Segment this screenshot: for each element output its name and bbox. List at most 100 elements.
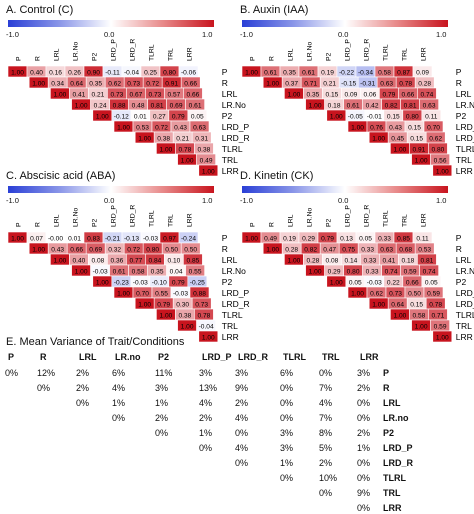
heatmap-cell-value: -0.03: [173, 290, 188, 297]
column-label: LRR: [187, 47, 194, 61]
table-row-label: TLRL: [383, 473, 406, 483]
column-label: P: [250, 222, 257, 227]
heatmap-cell-value: 1.00: [53, 91, 66, 98]
heatmap-cell-value: 0.18: [328, 102, 341, 109]
heatmap-cell-value: 0.41: [72, 91, 85, 98]
heatmap-cell-value: 0.45: [391, 135, 404, 142]
heatmap-svg: 1.00 0.61 0.35 0.61 0.19 -0.22 -0.34 0.58 0.87 0.…: [241, 39, 474, 177]
heatmap-cell-value: 0.43: [389, 124, 402, 131]
heatmap-cell: [198, 330, 219, 343]
table-cell: 0%: [357, 398, 371, 408]
table-row-label: LR.no: [383, 413, 409, 423]
table-row-label: R: [383, 383, 390, 393]
table-cell: 4%: [319, 398, 333, 408]
heatmap-cell-value: 0.10: [167, 257, 180, 264]
heatmap-cell-value: 1.00: [372, 301, 385, 308]
heatmap-cell-value: 0.15: [410, 135, 423, 142]
heatmap-cell-value: 0.88: [113, 102, 126, 109]
heatmap-cell-value: 0.50: [184, 246, 197, 253]
heatmap-cell-value: 0.81: [151, 102, 164, 109]
table-row-label: LRD_R: [383, 458, 414, 468]
column-label: R: [35, 56, 42, 61]
heatmap-cell-value: 0.09: [416, 69, 429, 76]
heatmap-cell-value: 0.18: [401, 257, 414, 264]
heatmap-cell-value: 0.28: [306, 257, 319, 264]
heatmap-cell-value: 1.00: [393, 312, 406, 319]
heatmap-cell-value: -0.04: [124, 69, 139, 76]
heatmap-cell-value: 1.00: [11, 69, 24, 76]
heatmap-cell-value: 0.81: [420, 257, 433, 264]
column-label: TRL: [402, 214, 409, 227]
heatmap-cell-value: 0.63: [193, 124, 206, 131]
heatmap-cell-value: 0.78: [178, 146, 191, 153]
column-label: LRR: [421, 47, 428, 61]
heatmap-cell-value: 0.05: [425, 279, 438, 286]
column-label: LRD_R: [130, 39, 137, 61]
heatmap-cell-value: 0.78: [429, 301, 442, 308]
table-cell: 7%: [319, 413, 333, 423]
row-label: LRD_P: [456, 122, 474, 132]
column-label: LRD_R: [364, 205, 371, 227]
heatmap-cell-value: 0.59: [404, 268, 417, 275]
heatmap-cell-value: 1.00: [138, 135, 151, 142]
row-label: LRD_R: [222, 133, 250, 143]
colorbar-min-label: -1.0: [6, 30, 19, 39]
heatmap-cell-value: 0.34: [51, 80, 64, 87]
table-cell: 0%: [280, 398, 294, 408]
column-label: TLRL: [383, 44, 390, 61]
column-label: P: [16, 56, 23, 61]
table-cell: 2%: [199, 413, 213, 423]
heatmap-cell-value: 0.62: [108, 80, 121, 87]
colorbar-mid-label: 0.0: [104, 196, 115, 205]
heatmap-cell-value: 0.58: [378, 69, 391, 76]
heatmap-cell-value: 0.61: [189, 102, 202, 109]
heatmap-cell-value: 1.00: [287, 91, 300, 98]
heatmap-cell-value: 1.00: [309, 268, 322, 275]
table-column-header: TRL: [322, 352, 340, 362]
table-cell: 3%: [280, 443, 294, 453]
colorbar-min-label: -1.0: [240, 30, 253, 39]
table-row-label: TRL: [383, 488, 401, 498]
heatmap-cell-value: -0.22: [339, 69, 354, 76]
table-cell: 5%: [319, 443, 333, 453]
table-column-header: TLRL: [283, 352, 306, 362]
column-label: LRD_P: [111, 39, 118, 61]
column-label: R: [269, 222, 276, 227]
heatmap-cell-value: 0.21: [91, 91, 104, 98]
row-label: LRR: [222, 166, 239, 176]
heatmap-cell-value: 1.00: [96, 279, 109, 286]
column-label: LRD_P: [345, 39, 352, 61]
heatmap-cell-value: 0.40: [72, 257, 85, 264]
heatmap-cell-value: 0.61: [264, 69, 277, 76]
heatmap-cell-value: 0.80: [163, 69, 176, 76]
colorbar: [242, 20, 448, 27]
column-label: R: [35, 222, 42, 227]
row-label: P2: [222, 111, 233, 121]
heatmap-cell-value: 0.41: [382, 257, 395, 264]
heatmap-cell-value: -0.10: [152, 279, 167, 286]
heatmap-cell-value: 0.66: [406, 279, 419, 286]
heatmap-cell-value: 0.72: [155, 124, 168, 131]
colorbar-max-label: 1.0: [436, 30, 447, 39]
column-label: LRL: [288, 48, 295, 61]
heatmap-cell-value: 0.61: [302, 69, 315, 76]
row-label: P: [456, 233, 462, 243]
heatmap-cell-value: 0.05: [359, 235, 372, 242]
heatmap-cell-value: 0.69: [89, 246, 102, 253]
heatmap-cell-value: 0.74: [423, 268, 436, 275]
heatmap-cell-value: -0.11: [105, 69, 120, 76]
table-cell: 0%: [199, 443, 213, 453]
table-column-header: P: [8, 352, 15, 362]
heatmap-cell-value: 1.00: [75, 102, 88, 109]
row-label: LRR: [456, 332, 473, 342]
heatmap-cell-value: 0.84: [148, 257, 161, 264]
heatmap-cell-value: -0.12: [114, 113, 129, 120]
column-label: LRL: [54, 214, 61, 227]
table-row-label: P: [383, 368, 390, 378]
heatmap-cell-value: 0.70: [427, 124, 440, 131]
heatmap-cell-value: 0.27: [153, 113, 166, 120]
heatmap-cell-value: 0.68: [399, 246, 412, 253]
heatmap-cell-value: 1.00: [117, 290, 130, 297]
table-cell: 0%: [5, 368, 19, 378]
table-cell: 9%: [235, 383, 249, 393]
